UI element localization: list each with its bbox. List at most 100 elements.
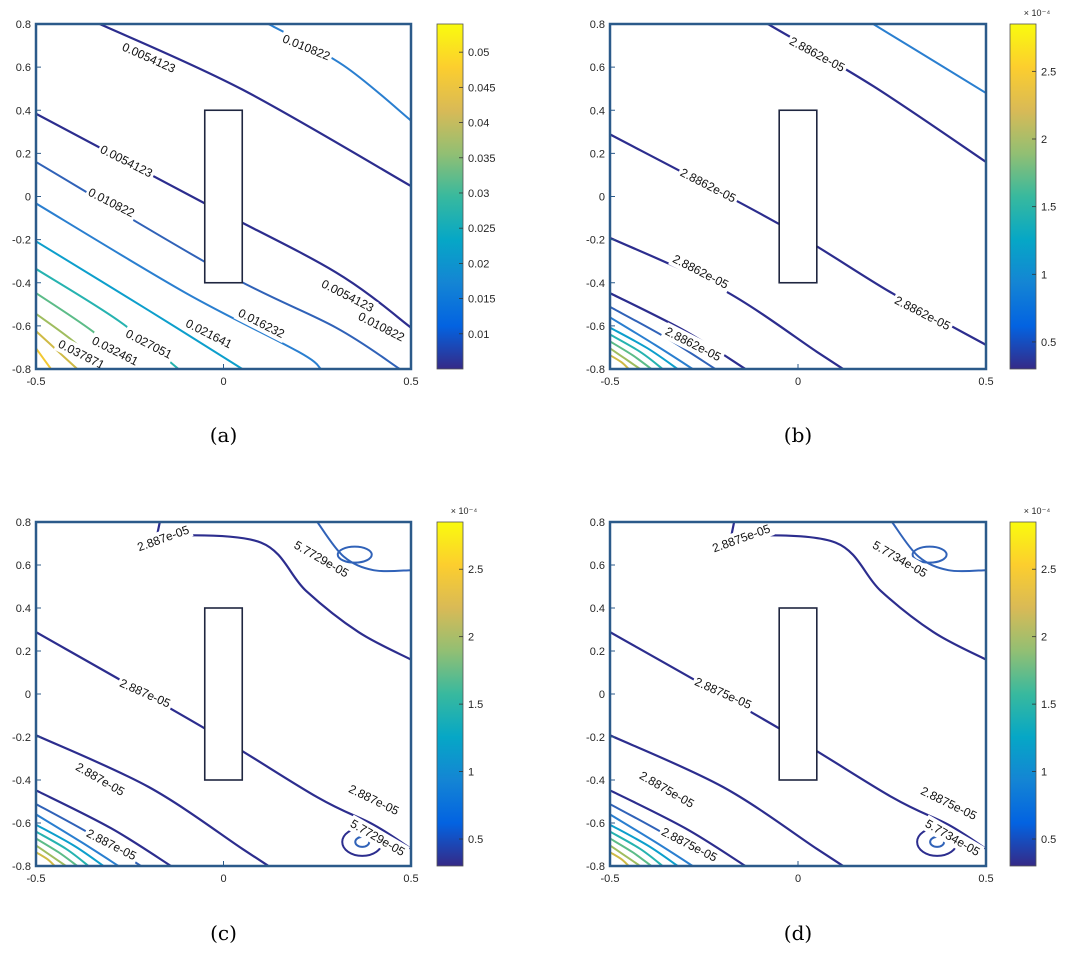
obstacle-rectangle [203, 109, 244, 284]
contour-line-3 [36, 734, 270, 866]
contour-label-bg [345, 814, 410, 862]
colorbar-gradient [436, 23, 464, 370]
contour-line-10 [610, 844, 642, 866]
colorbar-tick-label: 1 [468, 767, 474, 779]
contour-label-bg [916, 781, 982, 825]
contour-label-bg [920, 814, 985, 862]
colorbar-tick-label: 2.5 [1041, 564, 1056, 576]
contour-line-11 [610, 851, 630, 866]
colorbar-tick-label: 0.5 [468, 834, 483, 846]
panel-caption: (a) [210, 423, 238, 447]
y-tick-label: 0 [25, 689, 31, 701]
contour-line-6 [610, 813, 694, 866]
contour-line-6 [36, 813, 120, 866]
colorbar-tick-label: 0.01 [468, 329, 489, 341]
contour-line-9 [36, 330, 79, 369]
colorbar: 2.5 2 1.5 1 0.5 × 10⁻⁴ [436, 506, 483, 867]
x-tick-label: 0.5 [978, 873, 993, 885]
x-tick-label: -0.5 [27, 873, 46, 885]
colorbar-tick-label: 0.025 [468, 223, 496, 235]
contour-label-bg [133, 520, 194, 556]
contour-line-10 [610, 347, 642, 369]
contour-panel-c: 2.887e-05 5.7729e-052.887e-052.887e-052.8… [12, 506, 483, 945]
x-tick-label: -0.5 [601, 376, 620, 388]
contour-line-8 [610, 830, 664, 866]
panel-caption: (b) [784, 423, 812, 447]
contour-label-bg [660, 322, 726, 367]
y-tick-label: 0.4 [16, 105, 31, 117]
y-tick-label: 0.2 [590, 148, 605, 160]
colorbar-tick-label: 0.045 [468, 82, 496, 94]
colorbar-tick-label: 1 [1041, 269, 1047, 281]
contour-line-5 [36, 240, 244, 369]
contour-loop-top [911, 545, 948, 564]
contour-label-bg [83, 183, 140, 223]
colorbar-tick-label: 2.5 [468, 564, 483, 576]
y-tick-label: 0.4 [590, 603, 605, 615]
colorbar-tick-label: 2.5 [1041, 66, 1056, 78]
x-axis: -0.5 0 0.5 [601, 861, 994, 885]
contour-line-3 [610, 236, 845, 369]
contour-line-4 [610, 292, 747, 369]
y-tick-label: 0.6 [590, 560, 605, 572]
colorbar: 2.5 2 1.5 1 0.5 × 10⁻⁴ [1009, 8, 1056, 370]
contour-label-bg [233, 304, 290, 343]
colorbar-tick-label: 1.5 [1041, 202, 1056, 214]
contour-line-1 [891, 522, 986, 573]
contour-label-bg [690, 672, 757, 714]
y-tick-label: 0 [599, 689, 605, 701]
contour-line-1 [872, 24, 986, 94]
contour-panel-b: 2.8862e-052.8862e-052.8862e-052.8862e-05… [586, 8, 1056, 447]
y-tick-label: -0.6 [586, 321, 605, 333]
contour-line-9 [610, 837, 653, 866]
colorbar: 0.05 0.045 0.04 0.035 0.03 0.025 0.02 0.015 0.01 [436, 23, 496, 370]
contour-line-0 [98, 24, 411, 188]
contour-line-11 [36, 851, 56, 866]
contour-label-bg [181, 314, 237, 354]
contour-line-4 [36, 202, 322, 369]
y-tick-label: 0.4 [16, 603, 31, 615]
y-tick-label: 0.8 [590, 19, 605, 31]
y-tick-label: -0.2 [586, 235, 605, 247]
contour-label-bg [708, 519, 775, 558]
contour-label-bg [87, 331, 144, 371]
y-tick-label: 0.4 [590, 105, 605, 117]
colorbar-exponent: × 10⁻⁴ [451, 506, 478, 516]
contour-label-bg [117, 38, 181, 78]
y-tick-label: 0.6 [16, 62, 31, 74]
y-tick-label: -0.4 [12, 775, 31, 787]
colorbar-tick-label: 1 [1041, 767, 1047, 779]
contour-label-bg [53, 335, 110, 375]
y-tick-label: -0.6 [12, 818, 31, 830]
y-tick-label: 0.6 [590, 62, 605, 74]
contour-label-bg [71, 757, 130, 801]
x-tick-label: 0 [220, 873, 226, 885]
contour-label-bg [95, 140, 158, 183]
x-tick-label: 0 [220, 376, 226, 388]
contour-loop-top [336, 545, 373, 564]
colorbar-gradient [436, 521, 464, 867]
contour-line-8 [36, 830, 90, 866]
x-tick-label: 0 [795, 376, 801, 388]
contour-line-8 [610, 333, 664, 369]
contour-label-bg [278, 29, 335, 66]
colorbar-tick-label: 0.02 [468, 258, 489, 270]
colorbar-tick-label: 2 [1041, 134, 1047, 146]
y-tick-label: 0.8 [16, 19, 31, 31]
contour-label-bg [784, 32, 850, 77]
colorbar-gradient [1009, 23, 1037, 370]
y-tick-label: -0.6 [586, 818, 605, 830]
panel-caption: (d) [784, 921, 812, 945]
contour-label-bg [316, 274, 379, 317]
contour-line-7 [36, 823, 105, 866]
x-tick-label: 0.5 [978, 376, 993, 388]
x-tick-label: 0 [795, 873, 801, 885]
x-axis: -0.5 0 0.5 [27, 861, 419, 885]
x-tick-label: 0.5 [403, 376, 418, 388]
obstacle-rectangle [203, 607, 244, 781]
contour-label-bg [656, 822, 723, 867]
contour-line-2 [36, 631, 411, 850]
contour-lines [36, 522, 411, 866]
y-tick-label: 0.2 [16, 148, 31, 160]
